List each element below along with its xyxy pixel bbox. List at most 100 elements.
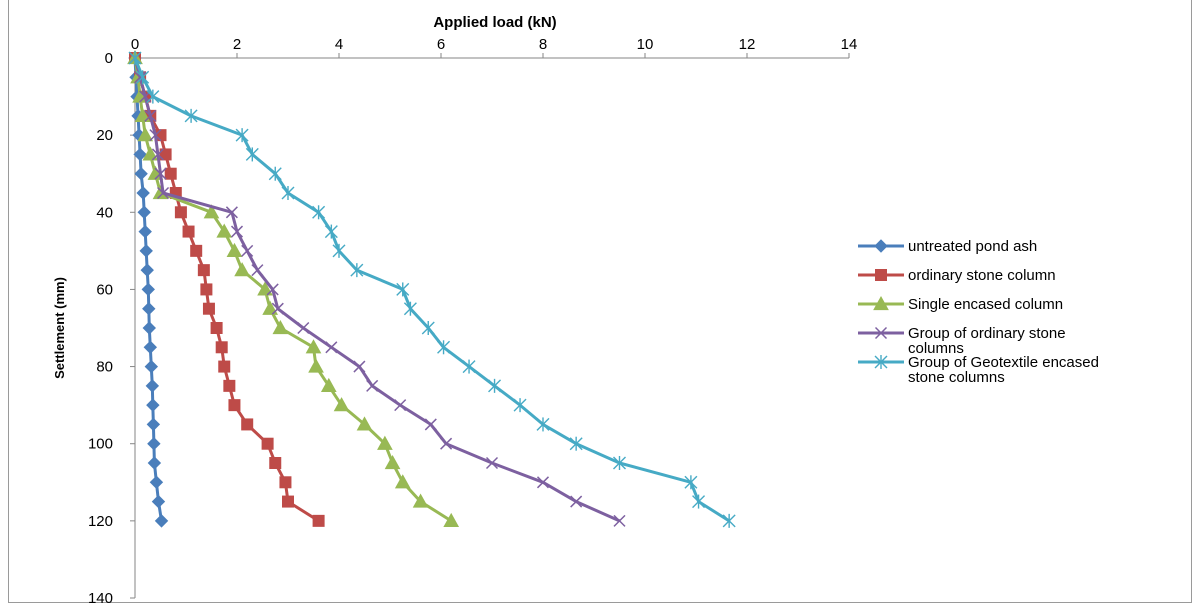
data-point bbox=[245, 147, 259, 162]
data-point bbox=[151, 148, 164, 161]
series-line bbox=[133, 57, 730, 523]
y-tick-label: 100 bbox=[88, 436, 113, 453]
legend-item: ordinary stone column bbox=[858, 267, 1056, 284]
series-4 bbox=[128, 51, 626, 527]
data-point bbox=[569, 436, 583, 451]
data-point bbox=[443, 512, 460, 527]
legend-item: Group of ordinary stone columns bbox=[858, 325, 1066, 357]
data-point bbox=[269, 457, 282, 469]
data-point bbox=[513, 398, 527, 413]
data-point bbox=[722, 513, 736, 528]
data-point bbox=[462, 359, 476, 374]
data-point bbox=[140, 263, 154, 277]
series-layer bbox=[127, 49, 736, 528]
data-point bbox=[272, 319, 289, 335]
data-point bbox=[147, 456, 162, 470]
data-point bbox=[281, 186, 295, 200]
data-point bbox=[692, 494, 706, 509]
data-point bbox=[154, 514, 169, 528]
y-tick-label: 0 bbox=[105, 50, 113, 67]
data-point bbox=[396, 282, 410, 297]
data-point bbox=[875, 269, 887, 281]
data-point bbox=[874, 355, 888, 369]
data-point bbox=[218, 360, 231, 373]
x-tick-label: 4 bbox=[335, 36, 343, 53]
data-point bbox=[226, 242, 243, 257]
data-point bbox=[154, 167, 167, 180]
data-point bbox=[210, 322, 223, 334]
data-point bbox=[203, 204, 220, 219]
legend-label: Group of ordinary stone columns bbox=[908, 325, 1066, 357]
data-point bbox=[139, 244, 153, 258]
data-point bbox=[873, 295, 889, 311]
data-point bbox=[225, 206, 238, 219]
legend-label: ordinary stone column bbox=[908, 267, 1056, 284]
data-point bbox=[137, 205, 151, 219]
data-point bbox=[136, 186, 150, 200]
data-point bbox=[874, 239, 888, 253]
data-point bbox=[536, 417, 550, 432]
y-tick-label: 20 bbox=[96, 127, 113, 144]
data-point bbox=[128, 51, 142, 65]
data-point bbox=[159, 148, 172, 161]
data-point bbox=[144, 109, 157, 122]
x-axis-title: Applied load (kN) bbox=[433, 14, 556, 31]
legend: untreated pond ash ordinary stone column S… bbox=[858, 238, 1099, 386]
data-point bbox=[684, 475, 698, 490]
data-point bbox=[485, 456, 499, 470]
data-point bbox=[215, 341, 228, 354]
data-point bbox=[403, 301, 417, 316]
data-point bbox=[332, 243, 346, 258]
data-point bbox=[350, 263, 364, 278]
data-point bbox=[184, 108, 198, 123]
data-point bbox=[488, 378, 502, 393]
data-point bbox=[266, 283, 279, 296]
series-2 bbox=[129, 52, 325, 527]
data-point bbox=[149, 475, 164, 489]
y-tick-label: 60 bbox=[96, 281, 113, 298]
data-point bbox=[142, 302, 156, 316]
data-point bbox=[353, 360, 366, 373]
data-point bbox=[149, 129, 162, 142]
y-tick-label: 120 bbox=[88, 513, 113, 530]
data-point bbox=[146, 398, 160, 412]
legend-label: untreated pond ash bbox=[908, 238, 1037, 255]
data-point bbox=[297, 321, 310, 335]
data-point bbox=[134, 167, 148, 181]
data-point bbox=[394, 474, 411, 489]
legend-item: Group of Geotextile encased stone columns bbox=[858, 354, 1099, 386]
data-point bbox=[228, 399, 241, 412]
data-point bbox=[190, 244, 203, 257]
x-tick-label: 14 bbox=[841, 36, 858, 53]
data-point bbox=[356, 416, 373, 431]
data-point bbox=[146, 89, 160, 104]
y-tick-label: 40 bbox=[96, 204, 113, 221]
data-point bbox=[164, 167, 177, 180]
data-point bbox=[141, 282, 155, 297]
data-point bbox=[421, 321, 435, 335]
data-point bbox=[279, 476, 292, 489]
data-point bbox=[312, 205, 326, 220]
data-point bbox=[142, 321, 156, 335]
data-point bbox=[257, 281, 273, 296]
series-5 bbox=[128, 51, 736, 528]
x-tick-label: 6 bbox=[437, 36, 445, 53]
data-point bbox=[366, 379, 379, 392]
data-point bbox=[145, 379, 160, 393]
data-point bbox=[320, 377, 337, 392]
data-point bbox=[134, 107, 151, 122]
data-point bbox=[138, 224, 152, 239]
data-point bbox=[377, 435, 393, 450]
data-point bbox=[230, 225, 244, 238]
data-point bbox=[197, 264, 210, 277]
data-point bbox=[333, 397, 350, 412]
data-point bbox=[384, 454, 401, 470]
x-tick-label: 0 bbox=[131, 36, 139, 53]
data-point bbox=[424, 418, 437, 431]
series-line bbox=[133, 57, 320, 523]
data-point bbox=[147, 437, 161, 451]
data-point bbox=[202, 302, 215, 315]
data-point bbox=[262, 300, 278, 315]
x-tick-label: 12 bbox=[739, 36, 756, 53]
